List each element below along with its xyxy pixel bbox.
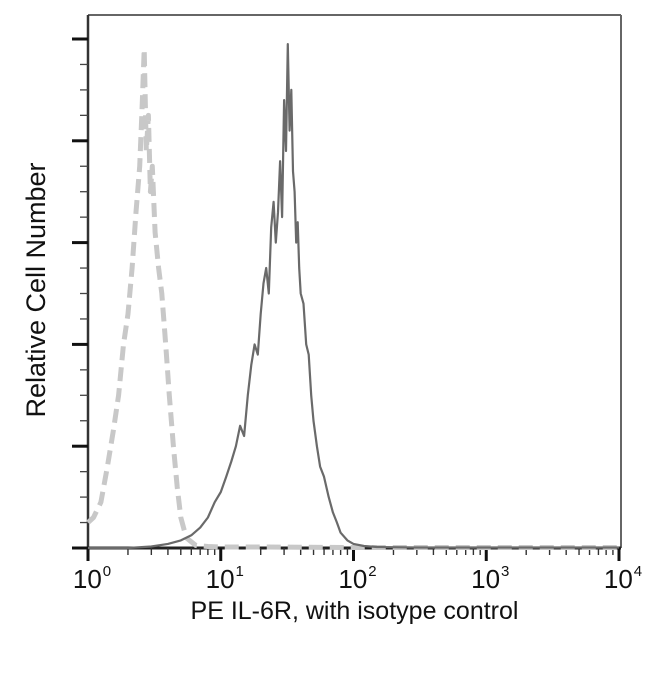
x-tick-base: 10	[471, 564, 501, 594]
x-tick-exponent: 2	[368, 563, 377, 580]
x-tick-label: 103	[471, 563, 509, 595]
x-tick-base: 10	[338, 564, 368, 594]
x-tick-exponent: 1	[235, 563, 244, 580]
x-tick-label: 101	[206, 563, 244, 595]
x-tick-label: 104	[604, 563, 642, 595]
x-tick-base: 10	[72, 564, 102, 594]
y-axis-ticks	[72, 37, 88, 550]
y-axis-title: Relative Cell Number	[21, 162, 51, 418]
il6r-curve	[88, 42, 619, 550]
x-tick-exponent: 3	[501, 563, 510, 580]
x-tick-base: 10	[205, 564, 235, 594]
x-axis-title: PE IL-6R, with isotype control	[190, 597, 519, 625]
x-tick-label: 100	[73, 563, 111, 595]
x-tick-label: 102	[338, 563, 376, 595]
plot-frame	[72, 14, 622, 550]
isotype-control-curve	[86, 46, 619, 550]
x-tick-exponent: 4	[633, 563, 643, 580]
series-layer	[86, 42, 619, 550]
x-tick-exponent: 0	[102, 563, 112, 580]
x-tick-base: 10	[603, 564, 633, 594]
